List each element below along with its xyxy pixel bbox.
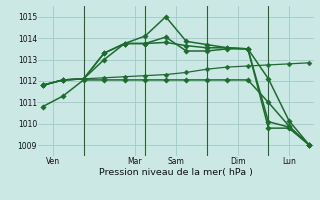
- X-axis label: Pression niveau de la mer( hPa ): Pression niveau de la mer( hPa ): [99, 168, 253, 177]
